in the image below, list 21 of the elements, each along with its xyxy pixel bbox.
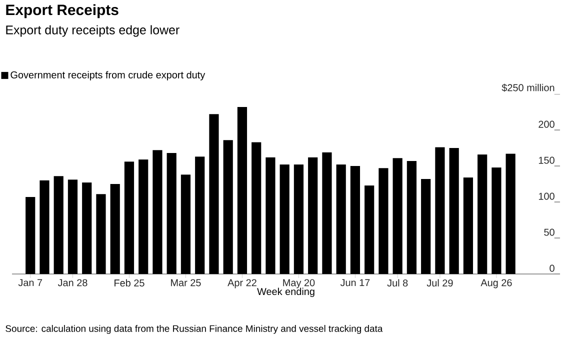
y-tick-label: 0 <box>550 264 554 272</box>
x-tick-label: Jul 29 <box>426 279 453 287</box>
x-tick-label: Apr 22 <box>228 279 256 288</box>
y-tick-label: 50 <box>544 228 554 236</box>
x-tick-label: Feb 25 <box>114 279 144 287</box>
y-tick-label: 150 <box>538 156 554 164</box>
x-tick-label: Jan 7 <box>18 279 42 286</box>
legend-label: Government receipts from crude export duty <box>10 71 206 80</box>
chart-subtitle: Export duty receipts edge lower <box>6 25 180 37</box>
chart-title: Export Receipts <box>6 4 118 18</box>
y-tick-label: 200 <box>538 120 554 128</box>
source-note: Source: calculation using data from the Russian Finance Ministry and vessel tracking data <box>6 324 383 334</box>
y-tick-label: $250 million <box>502 84 554 92</box>
x-axis-title: Week ending <box>257 288 314 298</box>
x-tick-label: Jul 8 <box>387 279 408 287</box>
x-tick-label: Mar 25 <box>171 279 201 286</box>
x-tick-label: Jan 28 <box>58 279 88 286</box>
x-tick-label: Aug 26 <box>480 279 512 288</box>
x-tick-label: Jun 17 <box>340 279 370 286</box>
y-tick-label: 100 <box>538 192 554 200</box>
x-tick-label: May 20 <box>283 279 315 288</box>
